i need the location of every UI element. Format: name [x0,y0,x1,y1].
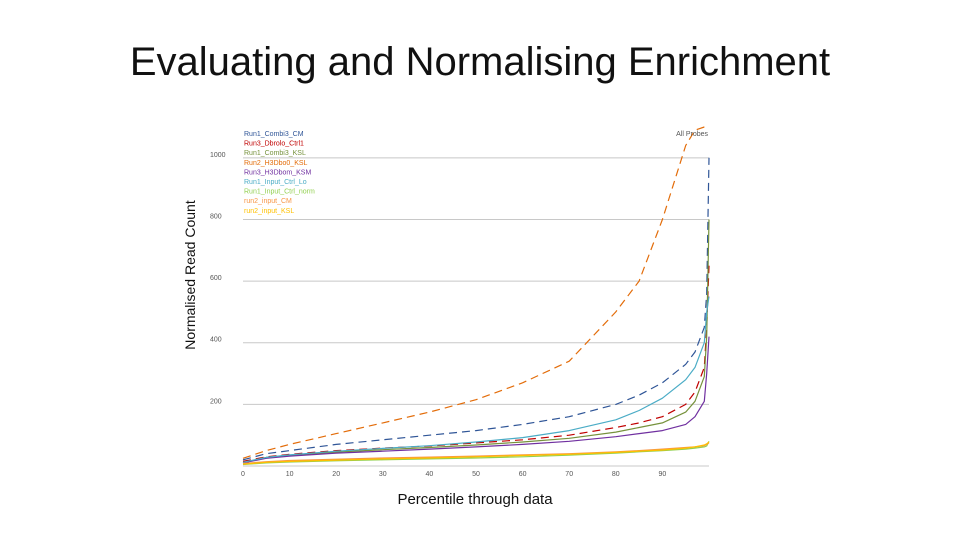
y-tick-label: 600 [210,275,222,282]
chart-annotation: All Probes [676,131,708,138]
legend-entry: Run1_Input_Ctrl_norm [244,189,315,196]
x-tick-label: 40 [426,471,434,478]
series-line-run1-input-ctrl-lo [242,296,710,463]
y-tick-label: 800 [210,213,222,220]
slide-title: Evaluating and Normalising Enrichment [129,40,831,84]
x-tick-label: 50 [472,471,480,478]
series-line-run3-h3dbom-ksm [242,336,710,464]
legend-entry: Run2_H3Dbo0_KSL [244,160,308,167]
x-axis-label: Percentile through data [397,491,553,508]
y-tick-label: 200 [210,398,222,405]
series-line-run2-h3dbo0-ksl [242,126,709,459]
series-line-run1-combi3-ksl [242,219,710,464]
x-tick-label: 90 [659,471,667,478]
legend-entry: run2_input_CM [244,198,292,205]
x-tick-label: 20 [332,471,340,478]
legend-entry: Run3_H3Dbom_KSM [244,169,311,176]
x-tick-label: 60 [519,471,527,478]
series-layer [242,126,710,466]
y-tick-label: 1000 [210,152,226,159]
x-tick-label: 70 [565,471,573,478]
series-line-run1-combi3-cm [242,157,710,461]
series-line-run2-input-ksl [242,441,710,465]
legend-entry: Run1_Combi3_CM [244,131,304,138]
tick-layer: 200 400 600 800 1000 0 10 20 30 40 50 60 70 80 90 [210,152,666,478]
legend-entry: Run3_Dbrolo_Ctrl1 [244,141,304,148]
x-tick-label: 80 [612,471,620,478]
legend-entry: run2_input_KSL [244,208,294,215]
grid-layer [243,157,709,467]
x-tick-label: 10 [286,471,294,478]
legend-entry: Run1_Input_Ctrl_Lo [244,179,307,186]
x-tick-label: 30 [379,471,387,478]
legend-entry: Run1_Combi3_KSL [244,150,306,157]
series-line-run3-dbrolo-ctrl1 [242,265,710,462]
y-tick-label: 400 [210,337,222,344]
series-line-run1-input-ctrl-norm [242,441,710,466]
legend-layer: Run1_Combi3_CM Run3_Dbrolo_Ctrl1 Run1_Comb… [244,131,315,215]
x-tick-label: 0 [241,471,245,478]
